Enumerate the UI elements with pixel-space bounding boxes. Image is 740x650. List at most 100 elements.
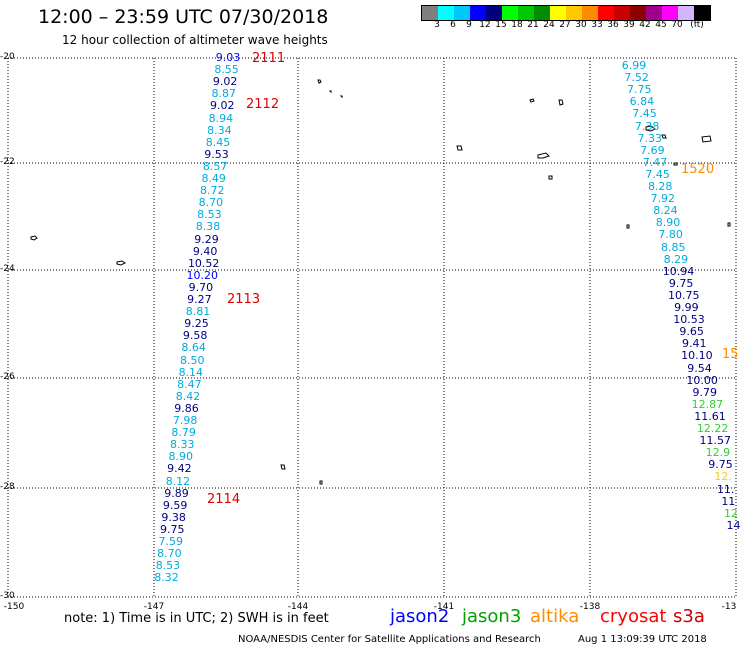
island xyxy=(30,235,38,241)
wave-height-value: 8.79 xyxy=(171,426,196,440)
island xyxy=(317,79,322,84)
wave-height-value: 12.9 xyxy=(705,446,731,460)
wave-height-value: 8.94 xyxy=(208,111,234,125)
island xyxy=(456,145,463,151)
wave-height-value: 8.14 xyxy=(178,365,204,379)
wave-height-value: 9.02 xyxy=(212,75,238,89)
wave-height-value: 7.52 xyxy=(624,71,649,85)
color-scale-label: 36 xyxy=(607,20,619,30)
wave-height-value: 8.85 xyxy=(661,240,686,254)
color-scale-label: 30 xyxy=(575,20,587,30)
longitude-label: -144 xyxy=(287,602,309,612)
wave-height-value: 9.53 xyxy=(204,147,229,161)
legend-entry-s3a: s3a xyxy=(673,606,705,627)
wave-height-value: 7.45 xyxy=(645,167,670,181)
color-scale-label: 39 xyxy=(623,20,635,30)
wave-height-value: 12. xyxy=(714,470,732,484)
wave-height-value: 9.99 xyxy=(674,301,699,314)
wave-height-value: 8.49 xyxy=(201,172,226,185)
color-swatch xyxy=(694,6,710,20)
generation-timestamp: Aug 1 13:09:39 UTC 2018 xyxy=(578,634,707,645)
color-scale-label: 21 xyxy=(527,20,539,30)
wave-height-value: 9.58 xyxy=(182,329,208,343)
wave-height-value: 8.53 xyxy=(155,559,181,573)
latitude-label: -22 xyxy=(0,157,15,167)
island xyxy=(558,99,564,106)
pass-time-label: 15 xyxy=(722,347,739,362)
wave-height-value: 10.75 xyxy=(668,288,700,302)
wave-height-value: 8.64 xyxy=(181,341,206,355)
pass-time-label: 1520 xyxy=(681,162,715,177)
wave-height-value: 11 xyxy=(721,494,736,508)
wave-height-value: 7.45 xyxy=(632,107,657,121)
latitude-label: -30 xyxy=(0,591,15,601)
wave-height-value: 8.70 xyxy=(198,196,224,210)
wave-height-value: 10.52 xyxy=(187,256,220,270)
wave-height-value: 8.28 xyxy=(647,180,673,193)
wave-height-value: 8.45 xyxy=(205,135,231,149)
color-swatch xyxy=(630,6,646,20)
wave-height-value: 9.38 xyxy=(161,510,186,524)
wave-height-value: 10.53 xyxy=(673,313,705,327)
island xyxy=(537,152,550,159)
color-swatch xyxy=(566,6,582,20)
color-scale-bar xyxy=(421,5,711,21)
legend-entry-cryosat: cryosat xyxy=(600,606,667,627)
island xyxy=(328,90,332,94)
longitude-label: -141 xyxy=(433,602,455,612)
footer-note: note: 1) Time is in UTC; 2) SWH is in fe… xyxy=(64,611,329,626)
wave-height-value: 12.87 xyxy=(691,397,724,411)
wave-height-value: 9.40 xyxy=(192,244,218,258)
legend-entry-altika: altika xyxy=(530,606,580,627)
color-swatch xyxy=(582,6,598,20)
island xyxy=(116,260,126,266)
wave-height-value: 9.25 xyxy=(184,317,209,331)
wave-height-value: 6.99 xyxy=(621,59,647,72)
wave-height-value: 9.27 xyxy=(187,293,212,306)
island xyxy=(529,98,535,103)
color-swatch xyxy=(550,6,566,20)
color-scale-label: 6 xyxy=(450,20,456,30)
color-swatch xyxy=(470,6,486,20)
wave-height-value: 9.70 xyxy=(188,280,214,294)
wave-height-value: 8.72 xyxy=(200,184,225,198)
wave-height-value: 8.90 xyxy=(168,450,194,464)
color-scale-label: 9 xyxy=(466,20,472,30)
island xyxy=(701,135,712,143)
wave-height-value: 8.29 xyxy=(663,252,689,266)
wave-height-value: 7.98 xyxy=(172,414,198,427)
legend-entry-jason2: jason2 xyxy=(390,606,450,627)
pass-time-label: 2112 xyxy=(246,97,280,112)
wave-height-value: 9.75 xyxy=(668,276,694,290)
pass-time-label: 2113 xyxy=(227,292,261,307)
wave-height-value: 9.75 xyxy=(159,522,185,536)
wave-height-value: 9.86 xyxy=(174,401,199,415)
wave-height-value: 9.65 xyxy=(679,325,704,339)
wave-height-value: 8.47 xyxy=(177,377,202,391)
wave-height-value: 8.34 xyxy=(207,123,232,137)
color-scale-label: 15 xyxy=(495,20,507,30)
wave-height-value: 8.38 xyxy=(195,220,221,234)
latitude-label: -26 xyxy=(0,372,15,382)
wave-height-value: 9.89 xyxy=(164,486,189,500)
longitude-label: -147 xyxy=(143,602,165,612)
wave-height-value: 14 xyxy=(726,518,740,532)
wave-height-value: 11.57 xyxy=(699,434,731,448)
island xyxy=(661,134,667,139)
wave-height-value: 8.32 xyxy=(154,571,179,585)
island xyxy=(645,125,656,132)
color-scale-label: 42 xyxy=(639,20,651,30)
wave-height-value: 10.94 xyxy=(662,264,695,278)
color-swatch xyxy=(534,6,550,20)
wave-height-value: 11. xyxy=(716,482,735,496)
pass-time-label: 2114 xyxy=(207,492,241,507)
color-swatch xyxy=(598,6,614,20)
island xyxy=(339,95,343,99)
wave-height-value: 9.02 xyxy=(210,99,235,113)
island xyxy=(673,162,678,166)
wave-height-value: 8.53 xyxy=(197,208,222,222)
wave-height-value: 8.50 xyxy=(180,353,205,367)
wave-height-value: 9.03 xyxy=(215,51,241,64)
